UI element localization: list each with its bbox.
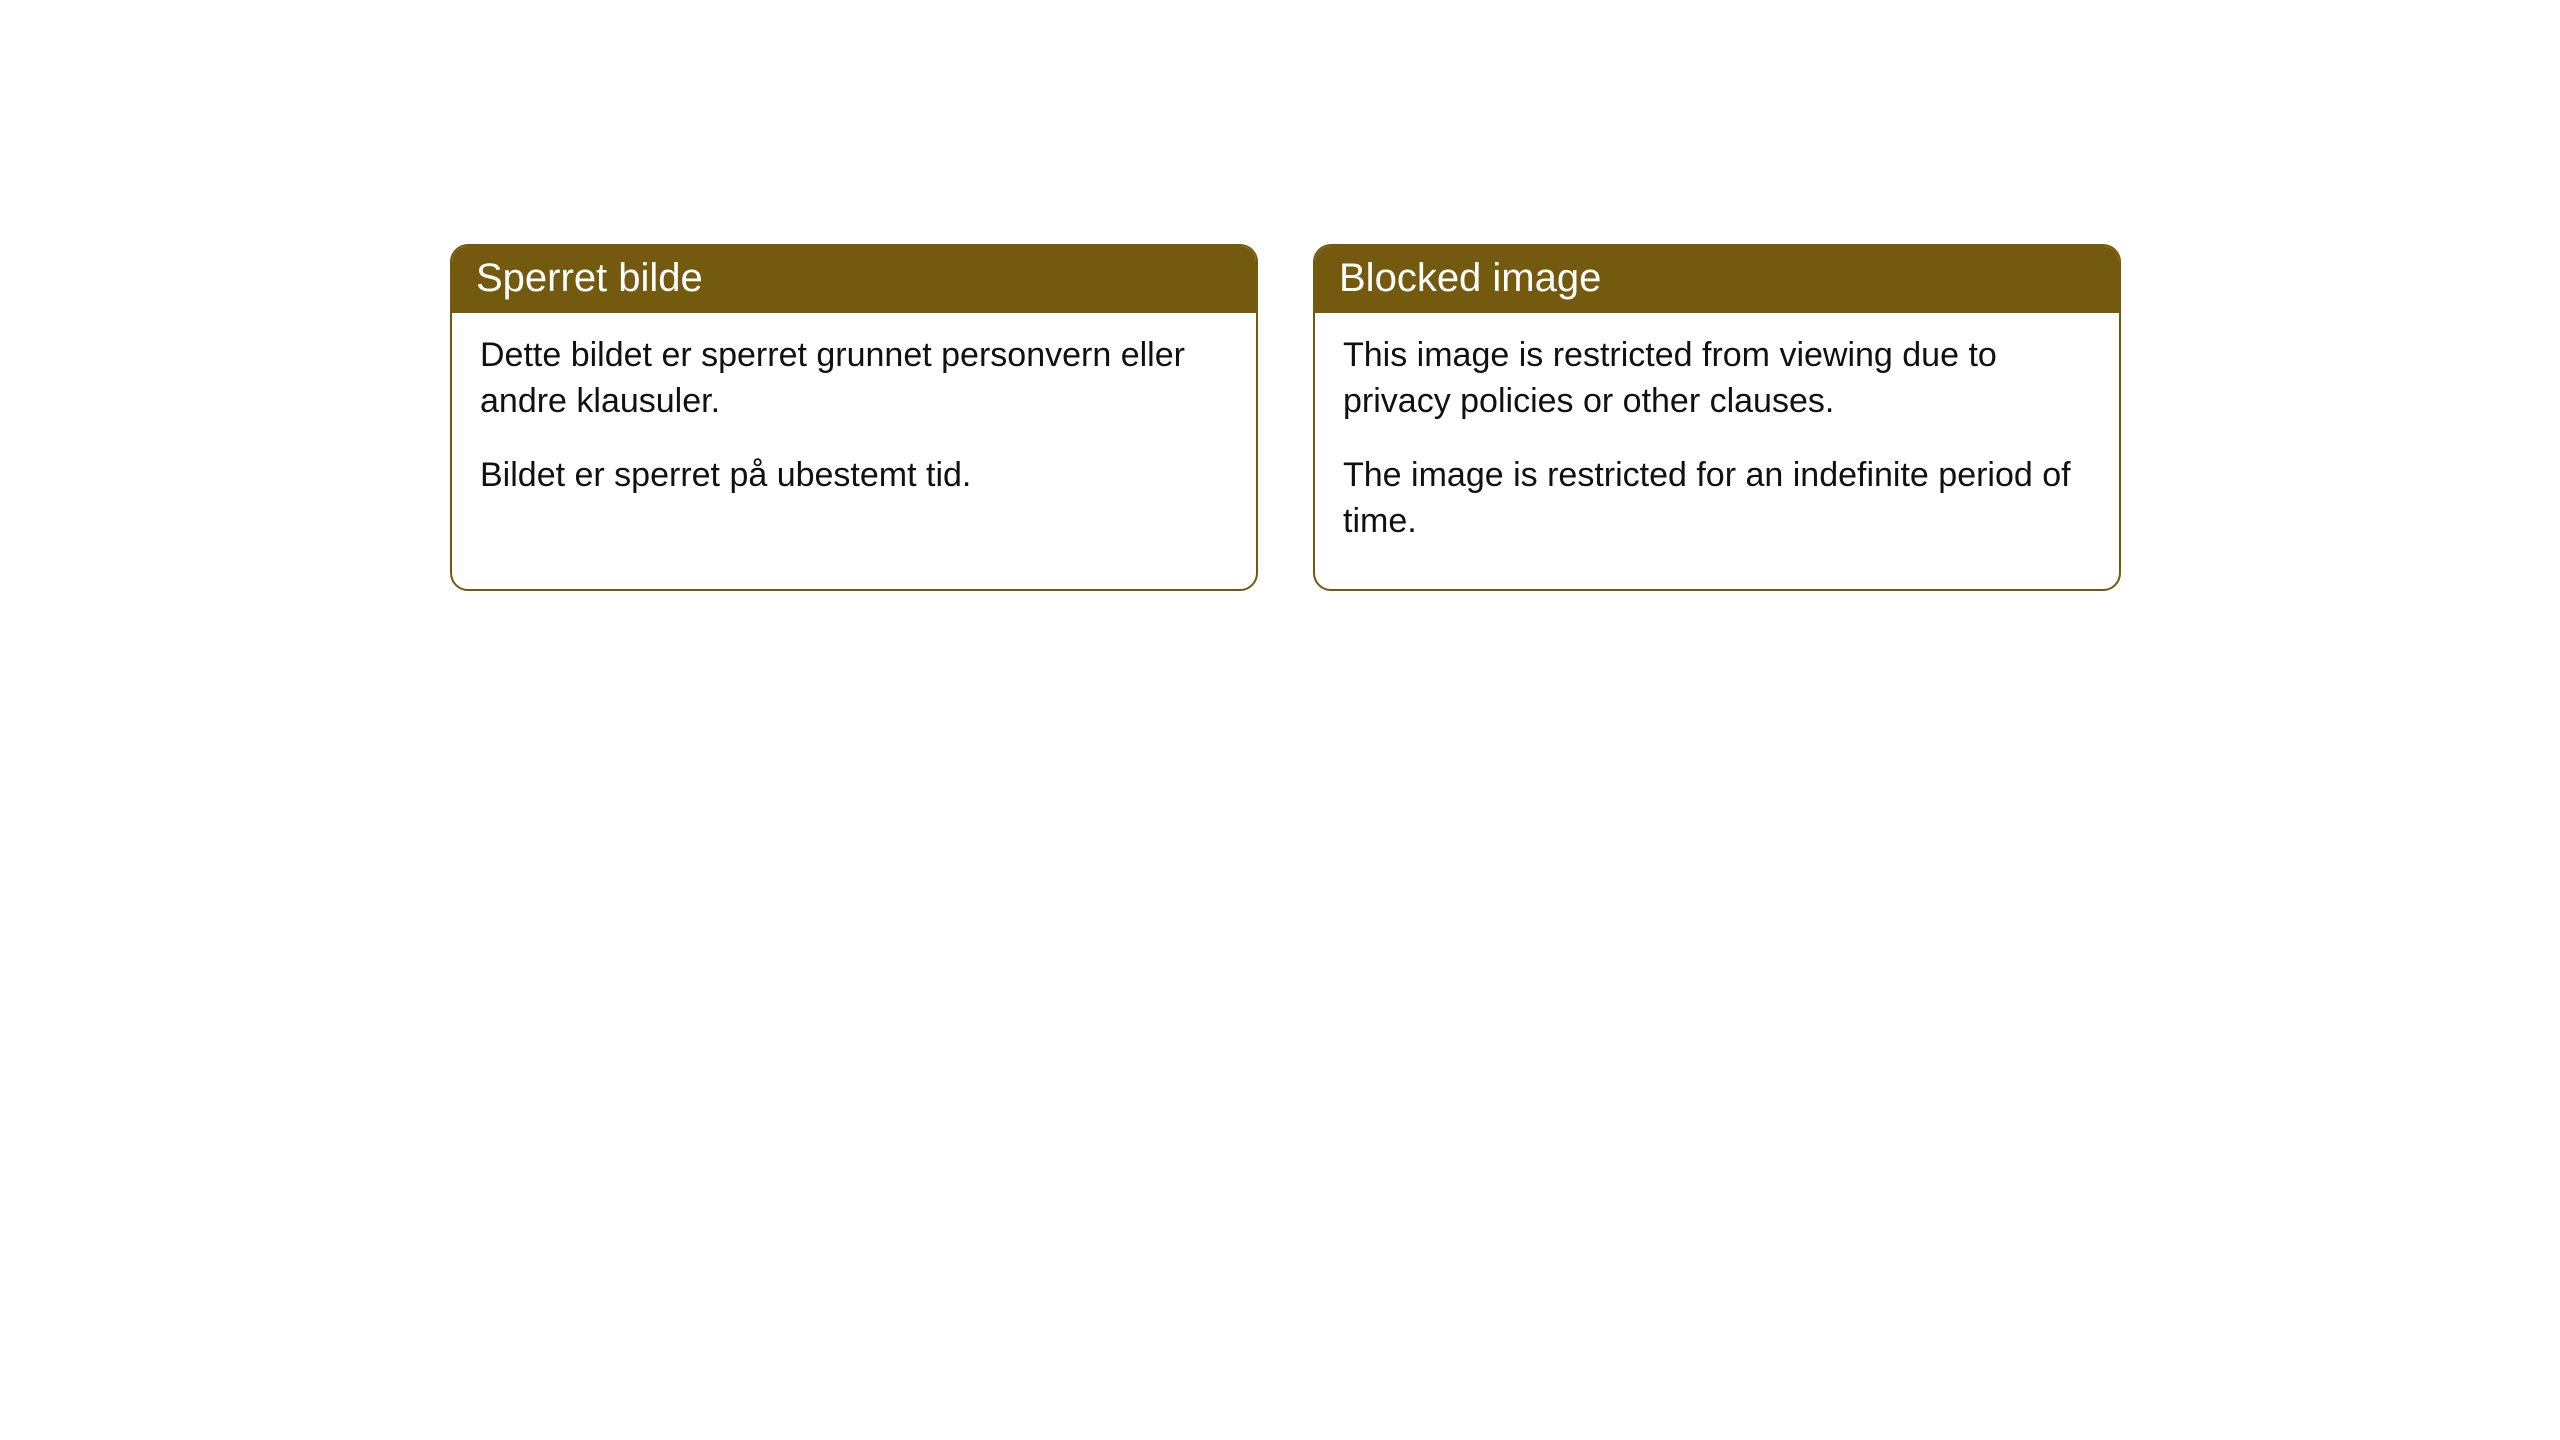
card-paragraph: This image is restricted from viewing du… — [1343, 333, 2091, 425]
card-body: Dette bildet er sperret grunnet personve… — [452, 313, 1256, 543]
notice-card-english: Blocked image This image is restricted f… — [1313, 244, 2121, 591]
card-title: Sperret bilde — [452, 246, 1256, 313]
card-body: This image is restricted from viewing du… — [1315, 313, 2119, 589]
notice-card-norwegian: Sperret bilde Dette bildet er sperret gr… — [450, 244, 1258, 591]
card-paragraph: Bildet er sperret på ubestemt tid. — [480, 453, 1228, 499]
notice-cards-container: Sperret bilde Dette bildet er sperret gr… — [450, 244, 2121, 591]
card-paragraph: The image is restricted for an indefinit… — [1343, 453, 2091, 545]
card-title: Blocked image — [1315, 246, 2119, 313]
card-paragraph: Dette bildet er sperret grunnet personve… — [480, 333, 1228, 425]
